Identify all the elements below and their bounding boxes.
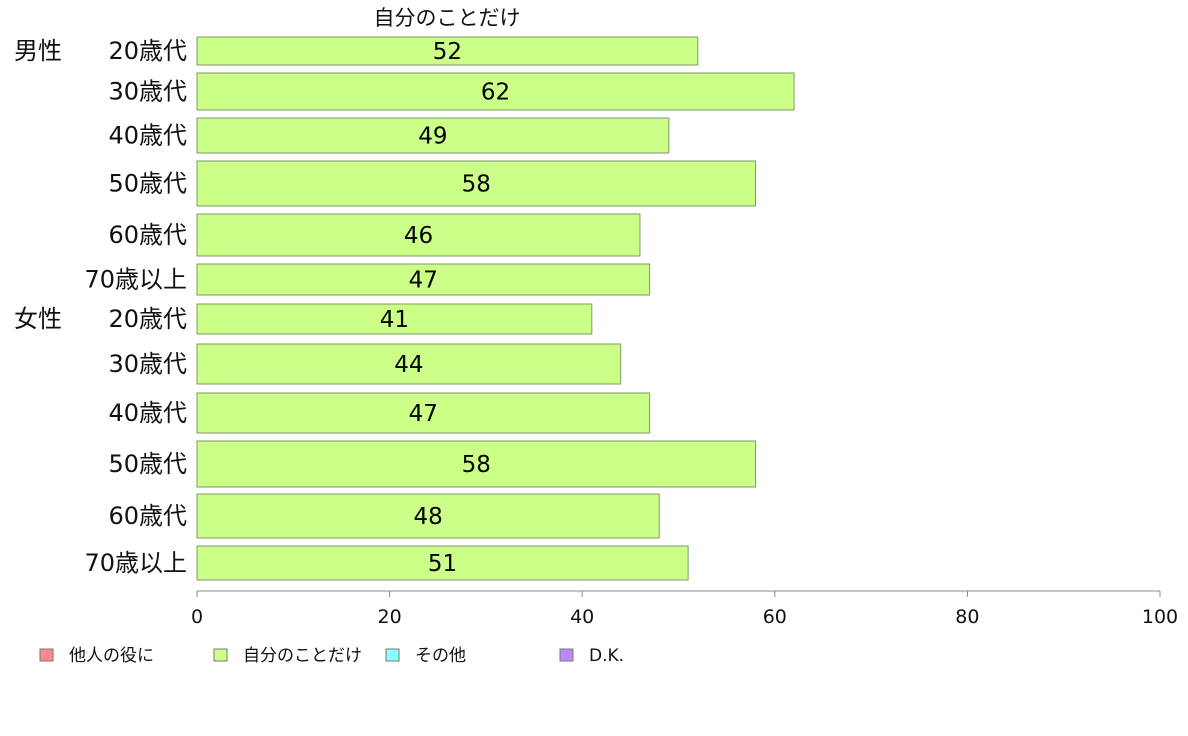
- category-label: 30歳代: [108, 78, 187, 106]
- chart-title: 自分のことだけ: [374, 6, 521, 30]
- category-label: 20歳代: [108, 37, 187, 65]
- legend-label: 自分のことだけ: [243, 646, 362, 666]
- x-tick-label: 80: [955, 606, 979, 628]
- bar-value-label: 41: [380, 307, 409, 333]
- bar-8: [196, 343, 622, 385]
- category-labels-layer: 20歳代 30歳代 40歳代 50歳代 60歳代 70歳以上 20歳代 30歳代 40歳代 50歳…: [14, 37, 187, 577]
- bar-value-label: 48: [413, 504, 442, 530]
- legend-label: その他: [415, 646, 466, 666]
- bar-value-label: 62: [481, 80, 510, 106]
- bar-value-label: 51: [428, 551, 457, 577]
- bar-1: [196, 36, 699, 66]
- legend-label: 他人の役に: [69, 646, 154, 666]
- category-label: 70歳以上: [84, 266, 187, 294]
- category-label: 30歳代: [108, 350, 187, 378]
- bar-10: [196, 440, 757, 488]
- bar-value-label: 58: [462, 452, 491, 478]
- legend-swatch: [559, 648, 574, 662]
- legend-swatch: [385, 648, 400, 662]
- category-label: 40歳代: [108, 399, 187, 427]
- x-tick-label: 40: [570, 606, 594, 628]
- category-label: 60歳代: [108, 221, 187, 249]
- category-label: 70歳以上: [84, 549, 187, 577]
- bar-4: [196, 160, 757, 207]
- bar-12: [196, 545, 689, 581]
- bar-5: [196, 213, 641, 257]
- bar-value-label: 47: [409, 268, 438, 294]
- bar-value-label: 49: [418, 124, 447, 150]
- bar-11: [196, 493, 660, 539]
- legend-label: D.K.: [589, 646, 624, 666]
- bar-value-label: 58: [462, 172, 491, 198]
- bar-9: [196, 392, 651, 434]
- legend-swatch: [39, 648, 54, 662]
- bar-6: [196, 263, 651, 296]
- group-label: 男性: [14, 37, 62, 65]
- legend: 他人の役に 自分のことだけ その他 D.K.: [39, 646, 624, 666]
- bar-value-label: 52: [433, 39, 462, 65]
- x-axis: 0 20 40 60 80 100: [191, 590, 1178, 628]
- x-tick-label: 60: [763, 606, 787, 628]
- x-tick-label: 100: [1142, 606, 1178, 628]
- bar-value-label: 47: [409, 401, 438, 427]
- bar-value-label: 44: [394, 352, 423, 378]
- x-tick-label: 0: [191, 606, 203, 628]
- bar-2: [196, 72, 795, 111]
- category-label: 50歳代: [108, 170, 187, 198]
- category-label: 50歳代: [108, 450, 187, 478]
- bar-3: [196, 117, 670, 154]
- bar-7: [196, 303, 593, 335]
- group-label: 女性: [14, 305, 62, 333]
- category-label: 60歳代: [108, 502, 187, 530]
- category-label: 20歳代: [108, 305, 187, 333]
- legend-swatch: [213, 648, 228, 662]
- x-tick-label: 20: [378, 606, 402, 628]
- category-label: 40歳代: [108, 122, 187, 150]
- bar-value-label: 46: [404, 223, 433, 249]
